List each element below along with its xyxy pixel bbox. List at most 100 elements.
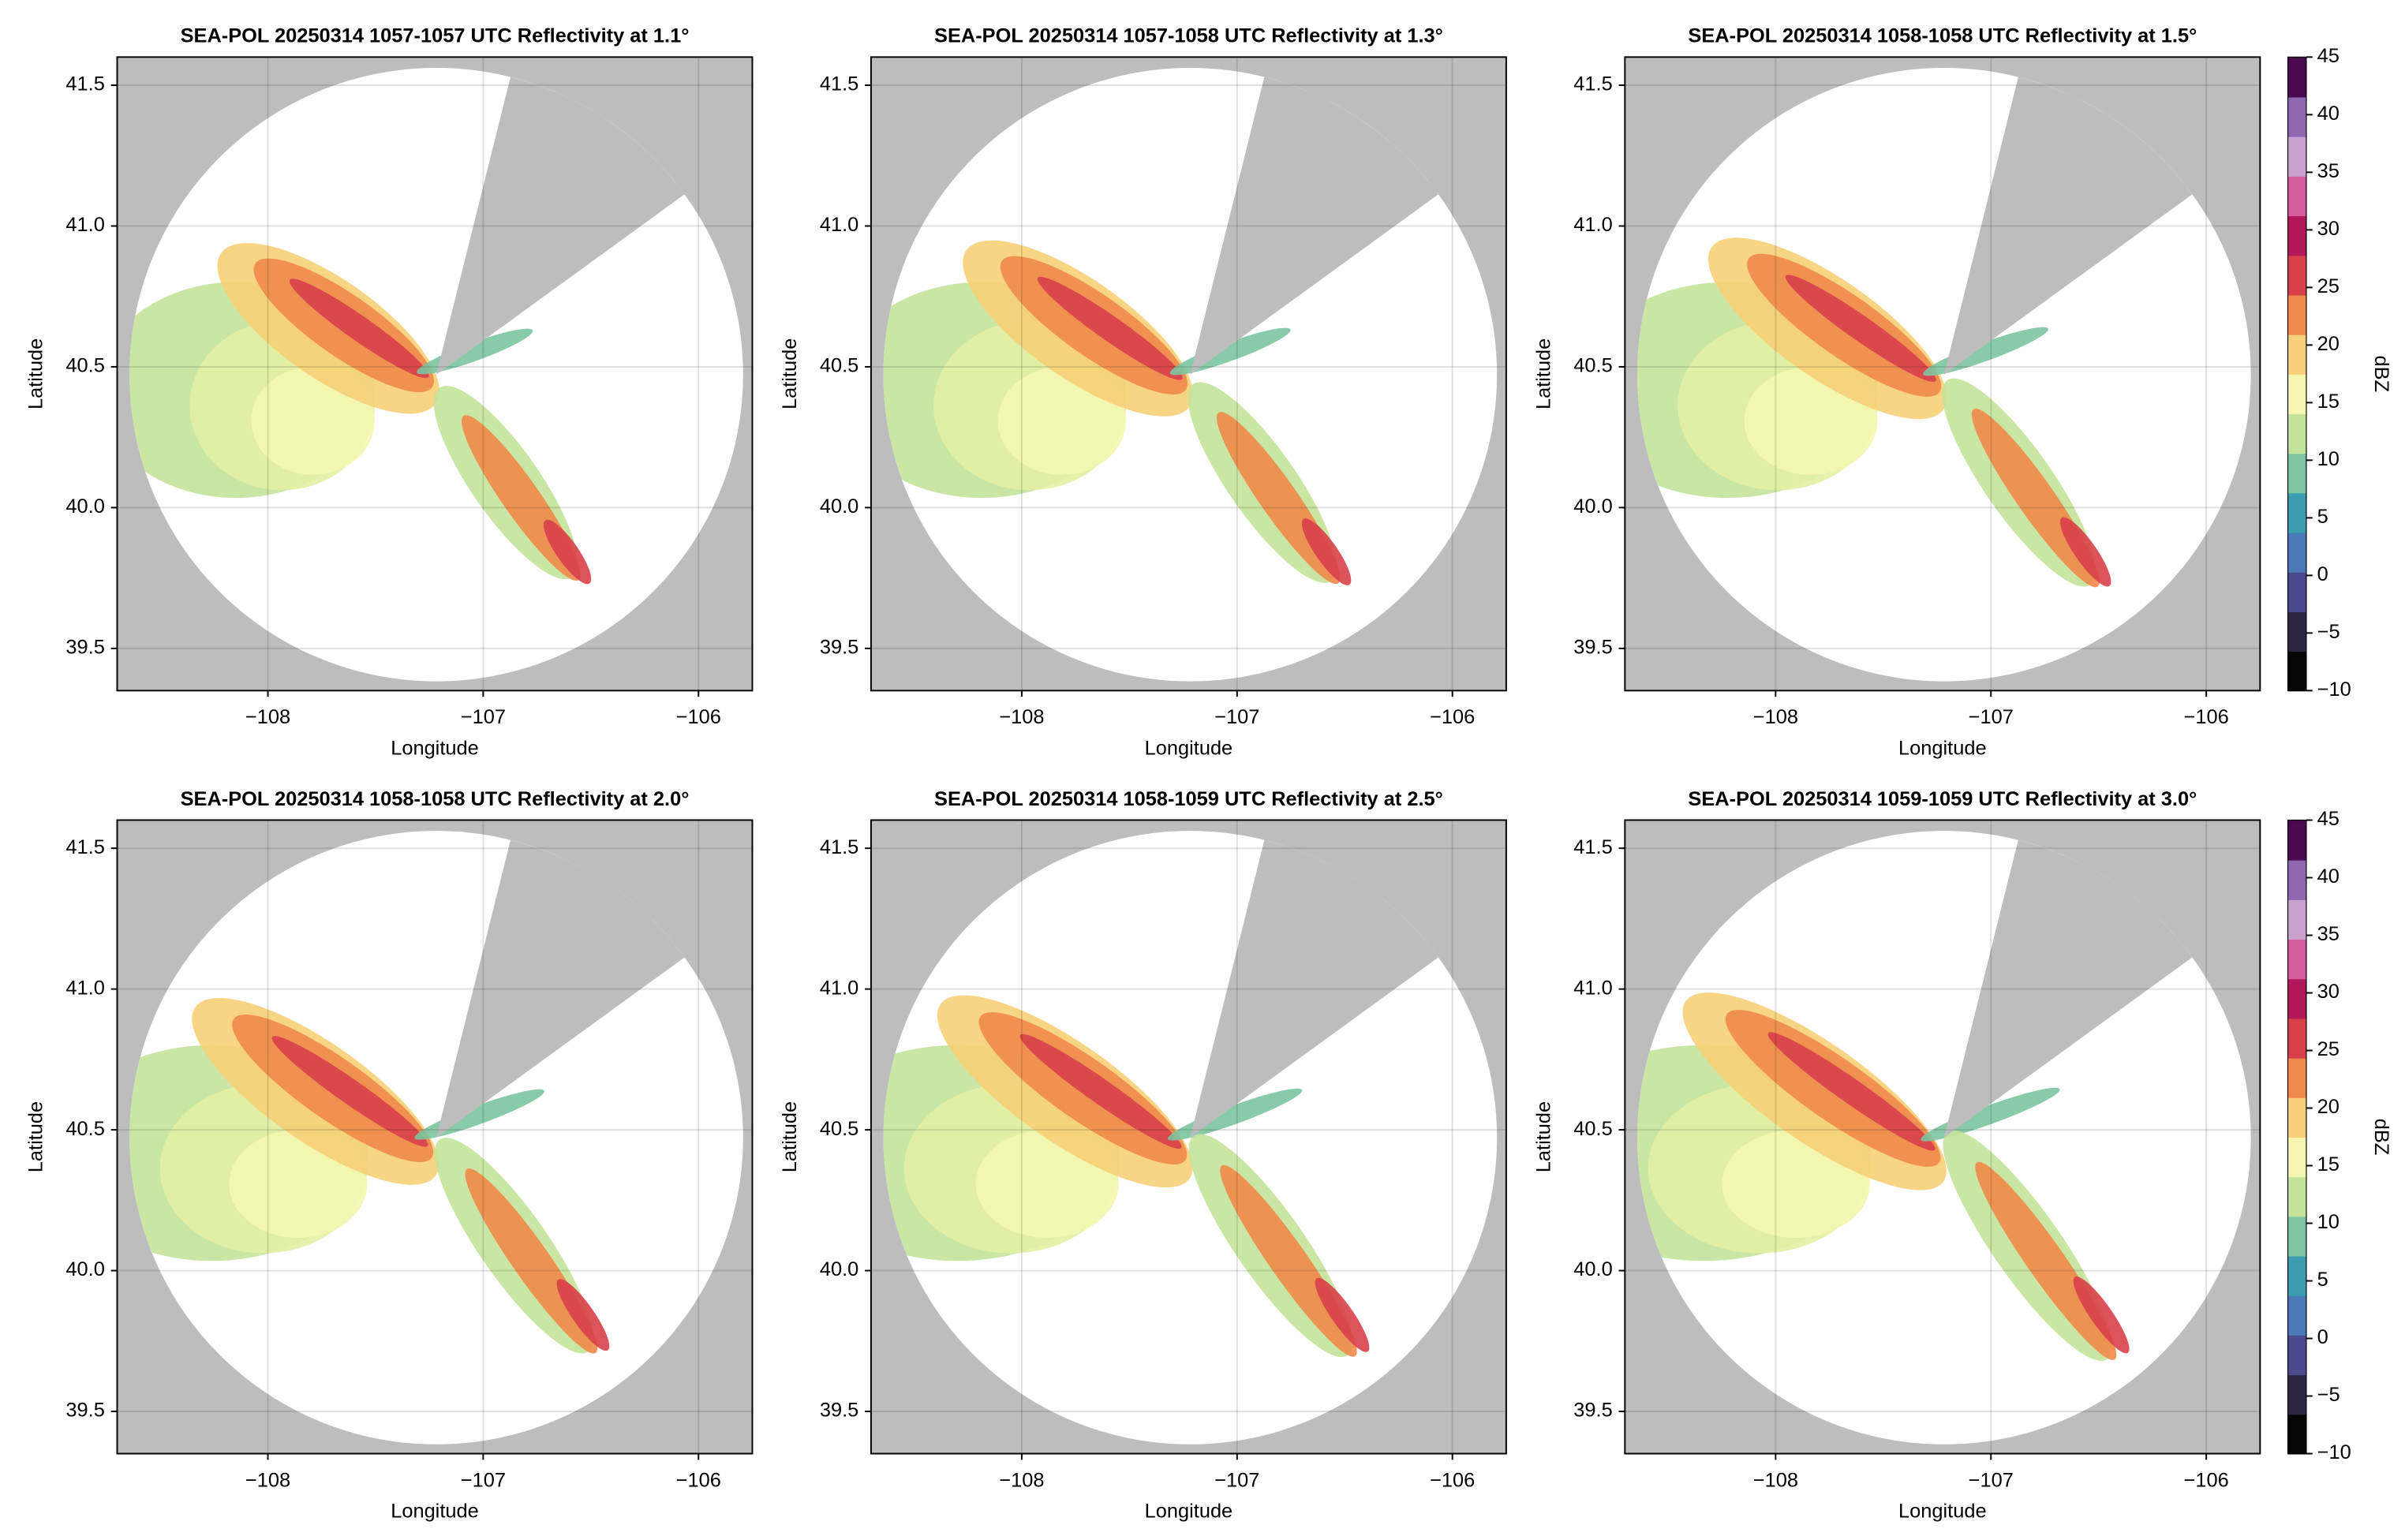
colorbar-swatch <box>2287 532 2306 573</box>
echo <box>1301 518 1352 585</box>
colorbar-tick-label: −5 <box>2317 1384 2340 1406</box>
colorbar-tick-label: 25 <box>2317 1038 2340 1060</box>
colorbar-tick-label: 15 <box>2317 391 2340 413</box>
y-tick-label: 41.5 <box>820 73 858 95</box>
y-axis-label: Latitude <box>25 338 47 409</box>
chart-title: SEA-POL 20250314 1057-1058 UTC Reflectiv… <box>934 25 1443 47</box>
colorbar-tick-label: 30 <box>2317 981 2340 1003</box>
colorbar-swatch <box>2287 1216 2306 1257</box>
y-tick-label: 39.5 <box>820 637 858 659</box>
colorbar-swatch <box>2287 453 2306 494</box>
colorbar-tick-label: 40 <box>2317 103 2340 125</box>
colorbar-tick-label: 30 <box>2317 218 2340 240</box>
colorbar-tick-label: 45 <box>2317 45 2340 67</box>
y-tick-label: 41.5 <box>1573 73 1612 95</box>
y-tick-label: 41.0 <box>820 977 858 999</box>
colorbar-swatch <box>2287 1097 2306 1138</box>
plot-frame <box>870 819 1507 1455</box>
x-axis-label: Longitude <box>1145 737 1233 759</box>
x-tick-label: −106 <box>676 706 721 728</box>
colorbar-tick-label: 15 <box>2317 1153 2340 1176</box>
colorbar-tick-label: −10 <box>2317 1441 2351 1463</box>
y-tick-label: 40.5 <box>1573 355 1612 377</box>
blocked-sector <box>1190 839 1438 1138</box>
echo <box>465 1168 598 1354</box>
y-tick-label: 39.5 <box>65 1400 104 1422</box>
colorbar-tick-label: 10 <box>2317 448 2340 470</box>
chart-title: SEA-POL 20250314 1058-1058 UTC Reflectiv… <box>1688 25 2197 47</box>
echo <box>556 1279 610 1351</box>
plot-frame <box>1624 819 2261 1455</box>
colorbar-swatch <box>2287 57 2306 98</box>
panel: SEA-POL 20250314 1058-1058 UTC Reflectiv… <box>1532 25 2392 760</box>
y-tick-label: 41.0 <box>65 214 104 236</box>
colorbar-label: dBZ <box>2370 1119 2392 1156</box>
y-tick-label: 40.0 <box>65 495 104 518</box>
colorbar-swatch <box>2287 611 2306 652</box>
x-tick-label: −107 <box>1969 1469 2014 1491</box>
colorbar-swatch <box>2287 651 2306 692</box>
colorbar-frame <box>2287 819 2307 1455</box>
colorbar-tick-label: −10 <box>2317 678 2351 701</box>
y-axis-label: Latitude <box>779 338 801 409</box>
echoes <box>129 998 610 1354</box>
x-tick-label: −108 <box>999 1469 1044 1491</box>
echo <box>289 278 429 379</box>
panel: SEA-POL 20250314 1058-1059 UTC Reflectiv… <box>779 788 1507 1522</box>
colorbar-tick-label: 5 <box>2317 1269 2328 1291</box>
x-tick-label: −106 <box>2184 1469 2229 1491</box>
colorbar-swatch <box>2287 1334 2306 1376</box>
x-tick-label: −108 <box>1753 706 1798 728</box>
colorbar-swatch <box>2287 1414 2306 1455</box>
blocked-sector <box>436 839 685 1138</box>
y-tick-label: 40.5 <box>65 355 104 377</box>
x-tick-label: −106 <box>2184 706 2229 728</box>
echo <box>2059 517 2111 587</box>
y-tick-label: 40.0 <box>1573 1258 1612 1280</box>
y-tick-label: 40.0 <box>820 1258 858 1280</box>
colorbar-swatch <box>2287 1176 2306 1217</box>
plot-frame <box>116 56 754 692</box>
echo <box>1037 276 1183 380</box>
y-tick-label: 41.5 <box>1573 836 1612 858</box>
colorbar-swatch <box>2287 294 2306 335</box>
chart-title: SEA-POL 20250314 1058-1059 UTC Reflectiv… <box>934 788 1443 810</box>
colorbar-swatch <box>2287 899 2306 940</box>
colorbar-swatch <box>2287 215 2306 256</box>
y-axis-label: Latitude <box>1532 338 1554 409</box>
colorbar-swatch <box>2287 96 2306 137</box>
y-tick-label: 41.5 <box>820 836 858 858</box>
echo <box>1220 1164 1357 1357</box>
echoes <box>883 240 1352 585</box>
echo <box>1315 1277 1370 1352</box>
blocked-sector <box>1943 77 2193 375</box>
x-tick-label: −107 <box>1214 706 1259 728</box>
y-tick-label: 41.0 <box>65 977 104 999</box>
colorbar-swatch <box>2287 1374 2306 1415</box>
colorbar-swatch <box>2287 859 2306 900</box>
colorbar-frame <box>2287 56 2307 691</box>
x-axis-label: Longitude <box>391 1500 479 1522</box>
y-tick-label: 41.5 <box>65 73 104 95</box>
y-tick-label: 39.5 <box>1573 1400 1612 1422</box>
y-tick-label: 40.0 <box>65 1258 104 1280</box>
y-tick-label: 40.5 <box>65 1118 104 1140</box>
colorbar-swatch <box>2287 820 2306 861</box>
x-tick-label: −108 <box>245 1469 290 1491</box>
colorbar-swatch <box>2287 1018 2306 1059</box>
y-tick-label: 41.5 <box>65 836 104 858</box>
panel: SEA-POL 20250314 1059-1059 UTC Reflectiv… <box>1532 788 2392 1523</box>
echo <box>2073 1276 2130 1354</box>
x-axis-label: Longitude <box>1145 1500 1233 1522</box>
x-tick-label: −107 <box>461 1469 506 1491</box>
y-tick-label: 40.5 <box>820 355 858 377</box>
panel: SEA-POL 20250314 1058-1058 UTC Reflectiv… <box>25 788 754 1522</box>
echo <box>1975 1161 2117 1360</box>
colorbar-swatch <box>2287 978 2306 1019</box>
x-tick-label: −108 <box>999 706 1044 728</box>
colorbar-tick-label: 35 <box>2317 923 2340 945</box>
chart-title: SEA-POL 20250314 1057-1057 UTC Reflectiv… <box>181 25 690 47</box>
plot-frame <box>1624 56 2261 692</box>
x-tick-label: −108 <box>245 706 290 728</box>
